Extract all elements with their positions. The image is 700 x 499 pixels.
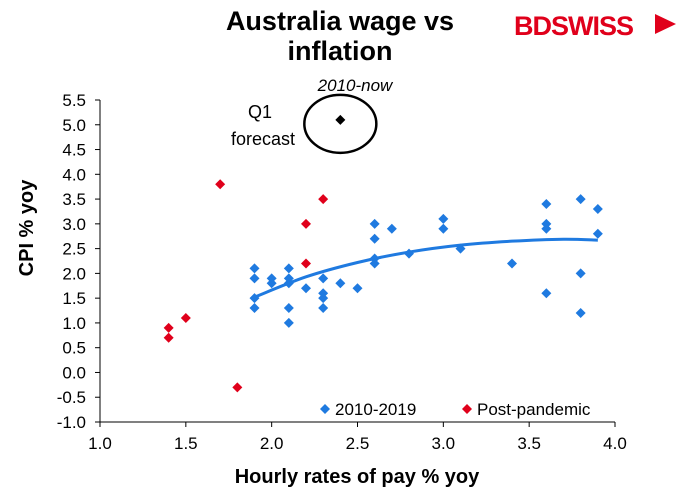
y-tick-label: 4.0 bbox=[62, 165, 86, 184]
point-2010-2019 bbox=[386, 223, 397, 234]
legend-marker-post-pandemic bbox=[462, 404, 472, 414]
point-2010-2019 bbox=[266, 278, 277, 289]
point-2010-2019 bbox=[541, 199, 552, 210]
x-tick-label: 3.0 bbox=[432, 434, 456, 453]
point-post-pandemic bbox=[301, 218, 311, 229]
point-2010-2019 bbox=[438, 213, 449, 224]
y-ticks: -1.0 -0.5 0.0 0.5 1.0 1.5 2.0 2.5 3.0 3.5 4.0 4.5 5.… bbox=[57, 91, 100, 432]
point-2010-2019 bbox=[369, 258, 380, 269]
legend-label-post-pandemic: Post-pandemic bbox=[477, 400, 591, 419]
point-2010-2019 bbox=[438, 223, 449, 234]
y-tick-label: 4.5 bbox=[62, 141, 86, 160]
point-2010-2019 bbox=[404, 248, 414, 259]
point-2010-2019 bbox=[335, 278, 346, 289]
x-ticks: 1.0 1.5 2.0 2.5 3.0 3.5 4.0 bbox=[88, 422, 627, 453]
point-2010-2019 bbox=[541, 288, 552, 299]
logo-arrow-icon bbox=[655, 14, 676, 34]
y-tick-label: -0.5 bbox=[57, 388, 86, 407]
point-post-pandemic bbox=[215, 179, 226, 190]
point-2010-2019 bbox=[592, 228, 603, 239]
point-2010-2019 bbox=[318, 293, 329, 304]
chart-subtitle: 2010-now bbox=[317, 76, 394, 95]
point-post-pandemic bbox=[318, 194, 329, 205]
point-2010-2019 bbox=[283, 278, 294, 289]
point-post-pandemic bbox=[180, 312, 191, 323]
y-tick-label: 3.0 bbox=[62, 215, 86, 234]
point-post-pandemic bbox=[232, 382, 243, 393]
point-2010-2019 bbox=[507, 258, 517, 269]
point-2010-2019 bbox=[592, 203, 603, 214]
point-2010-2019 bbox=[369, 233, 380, 244]
point-2010-2019 bbox=[318, 303, 329, 314]
point-2010-2019 bbox=[352, 283, 363, 294]
y-axis-title: CPI % yoy bbox=[16, 179, 38, 277]
y-tick-label: 0.5 bbox=[62, 339, 86, 358]
x-tick-label: 2.0 bbox=[260, 434, 284, 453]
y-tick-label: 5.0 bbox=[62, 116, 86, 135]
x-tick-label: 1.0 bbox=[88, 434, 112, 453]
forecast-ellipse bbox=[303, 93, 378, 155]
data-points bbox=[163, 179, 603, 393]
y-tick-label: 1.5 bbox=[62, 289, 86, 308]
y-tick-label: 2.5 bbox=[62, 240, 86, 259]
point-2010-2019 bbox=[249, 293, 260, 304]
point-2010-2019 bbox=[283, 303, 294, 314]
chart-title-line1: Australia wage vs bbox=[226, 6, 454, 36]
point-2010-2019 bbox=[369, 218, 380, 229]
point-2010-2019 bbox=[301, 283, 311, 294]
y-tick-label: 2.0 bbox=[62, 264, 86, 283]
legend-label-2010-2019: 2010-2019 bbox=[335, 400, 416, 419]
forecast-label-line1: Q1 bbox=[248, 102, 272, 122]
point-2010-2019 bbox=[249, 273, 260, 284]
point-post-pandemic bbox=[163, 332, 174, 343]
x-tick-label: 2.5 bbox=[346, 434, 370, 453]
trendline-2010-2019 bbox=[253, 237, 598, 299]
x-tick-label: 1.5 bbox=[174, 434, 198, 453]
point-2010-2019 bbox=[541, 223, 552, 234]
y-tick-label: 3.5 bbox=[62, 190, 86, 209]
y-tick-label: 0.0 bbox=[62, 363, 86, 382]
forecast-annotation: Q1 forecast bbox=[231, 93, 378, 155]
legend: 2010-2019 Post-pandemic bbox=[320, 400, 591, 419]
x-axis-title: Hourly rates of pay % yoy bbox=[235, 466, 480, 488]
forecast-label-line2: forecast bbox=[231, 129, 295, 149]
bdswiss-logo: BDSWISS bbox=[514, 11, 676, 41]
forecast-point bbox=[335, 114, 346, 125]
x-tick-label: 3.5 bbox=[517, 434, 541, 453]
chart-title-line2: inflation bbox=[288, 36, 393, 66]
point-2010-2019 bbox=[249, 263, 260, 274]
y-tick-label: 5.5 bbox=[62, 91, 86, 110]
point-2010-2019 bbox=[283, 263, 294, 274]
logo-text: BDSWISS bbox=[514, 11, 633, 41]
point-2010-2019 bbox=[283, 317, 294, 328]
point-2010-2019 bbox=[318, 273, 329, 284]
y-tick-label: 1.0 bbox=[62, 314, 86, 333]
point-post-pandemic bbox=[301, 258, 311, 269]
x-tick-label: 4.0 bbox=[603, 434, 627, 453]
point-2010-2019 bbox=[455, 243, 466, 254]
point-2010-2019 bbox=[249, 303, 260, 314]
point-2010-2019 bbox=[575, 308, 586, 319]
y-tick-label: -1.0 bbox=[57, 413, 86, 432]
point-2010-2019 bbox=[575, 268, 586, 279]
legend-marker-2010-2019 bbox=[320, 404, 330, 414]
point-post-pandemic bbox=[163, 322, 174, 333]
point-2010-2019 bbox=[575, 194, 586, 205]
